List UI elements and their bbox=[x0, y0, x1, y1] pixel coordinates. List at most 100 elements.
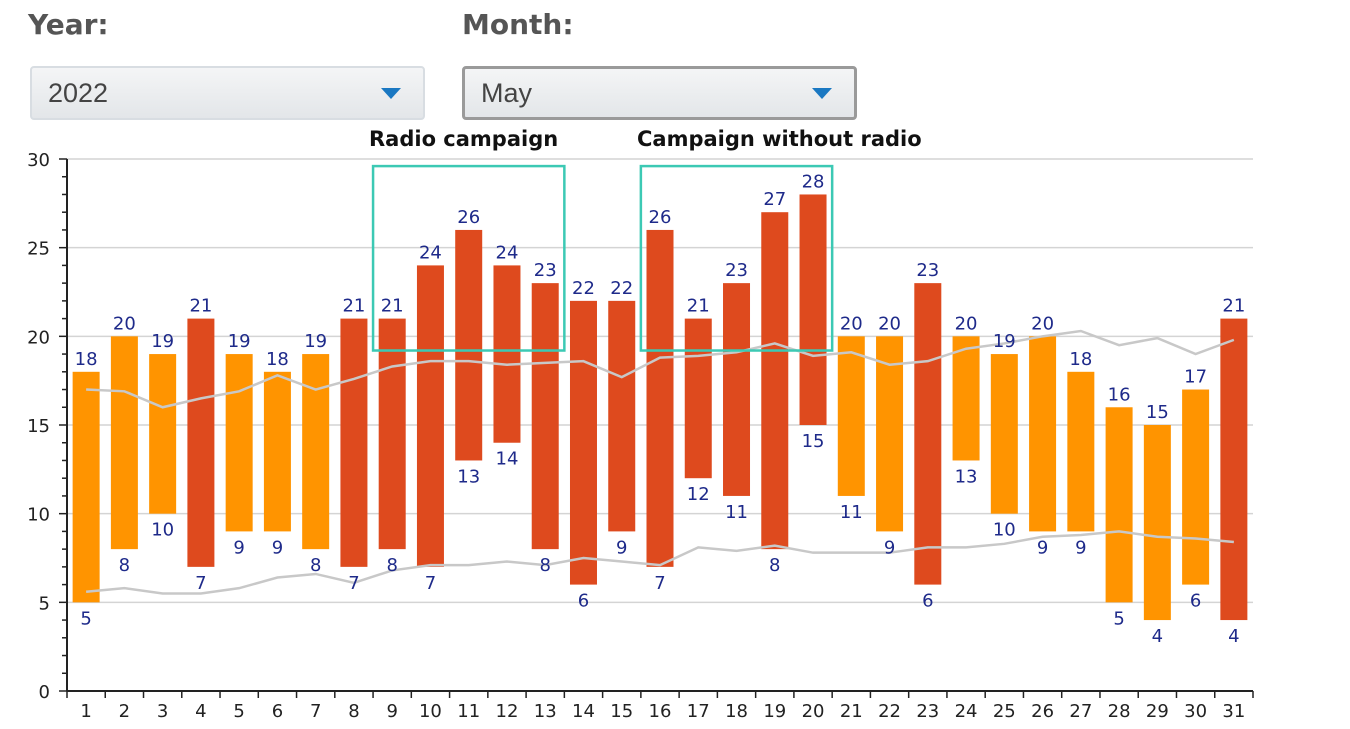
x-tick-label: 17 bbox=[687, 701, 710, 722]
data-label-high: 20 bbox=[955, 313, 978, 334]
month-dropdown[interactable]: May bbox=[462, 66, 857, 120]
bar bbox=[110, 336, 138, 550]
x-tick-label: 25 bbox=[993, 701, 1016, 722]
x-tick-label: 1 bbox=[80, 701, 91, 722]
bar bbox=[187, 318, 215, 567]
data-label-low: 8 bbox=[386, 555, 397, 576]
x-tick-label: 28 bbox=[1108, 701, 1131, 722]
bar bbox=[723, 283, 751, 496]
bar bbox=[531, 283, 559, 550]
data-label-high: 19 bbox=[228, 331, 251, 352]
y-tick-label: 0 bbox=[39, 682, 50, 703]
bar bbox=[914, 283, 942, 585]
chevron-down-icon bbox=[812, 87, 832, 99]
bar bbox=[1220, 318, 1248, 621]
bar bbox=[952, 336, 980, 461]
data-label-high: 24 bbox=[419, 242, 442, 263]
bar bbox=[608, 300, 636, 532]
x-tick-label: 16 bbox=[649, 701, 672, 722]
data-label-high: 20 bbox=[878, 313, 901, 334]
y-tick-label: 25 bbox=[27, 239, 50, 260]
data-label-low: 7 bbox=[654, 573, 665, 594]
x-tick-label: 18 bbox=[725, 701, 748, 722]
x-tick-label: 15 bbox=[610, 701, 633, 722]
data-label-low: 11 bbox=[725, 502, 748, 523]
data-label-low: 9 bbox=[616, 537, 627, 558]
y-tick-label: 10 bbox=[27, 505, 50, 526]
data-label-high: 15 bbox=[1146, 402, 1169, 423]
bar bbox=[455, 229, 483, 461]
data-label-high: 21 bbox=[381, 296, 404, 317]
data-label-high: 28 bbox=[802, 171, 825, 192]
bar bbox=[340, 318, 368, 567]
month-dropdown-value: May bbox=[481, 77, 533, 108]
bar bbox=[302, 354, 330, 550]
data-label-high: 17 bbox=[1184, 367, 1207, 388]
bar bbox=[72, 371, 100, 603]
data-label-low: 5 bbox=[1113, 608, 1124, 629]
data-label-high: 22 bbox=[572, 278, 595, 299]
x-tick-label: 29 bbox=[1146, 701, 1169, 722]
data-label-high: 23 bbox=[916, 260, 939, 281]
bar bbox=[149, 354, 177, 514]
x-tick-label: 3 bbox=[157, 701, 168, 722]
x-tick-label: 4 bbox=[195, 701, 206, 722]
x-tick-label: 22 bbox=[878, 701, 901, 722]
bar bbox=[378, 318, 406, 550]
data-label-low: 4 bbox=[1152, 626, 1163, 647]
data-label-low: 12 bbox=[687, 484, 710, 505]
bar bbox=[684, 318, 712, 479]
data-label-high: 21 bbox=[342, 296, 365, 317]
data-label-high: 18 bbox=[1069, 349, 1092, 370]
data-label-low: 7 bbox=[425, 573, 436, 594]
data-label-low: 14 bbox=[496, 449, 519, 470]
y-tick-label: 15 bbox=[27, 416, 50, 437]
bar bbox=[799, 194, 827, 425]
data-label-low: 8 bbox=[769, 555, 780, 576]
bar bbox=[876, 336, 904, 532]
x-tick-label: 14 bbox=[572, 701, 595, 722]
bar bbox=[493, 265, 521, 443]
data-label-high: 22 bbox=[610, 278, 633, 299]
y-tick-label: 5 bbox=[39, 593, 50, 614]
data-label-low: 11 bbox=[840, 502, 863, 523]
y-tick-label: 20 bbox=[27, 327, 50, 348]
data-label-low: 9 bbox=[272, 537, 283, 558]
data-label-low: 5 bbox=[80, 608, 91, 629]
data-label-high: 26 bbox=[457, 207, 480, 228]
data-label-low: 9 bbox=[884, 537, 895, 558]
x-tick-label: 30 bbox=[1184, 701, 1207, 722]
x-tick-label: 31 bbox=[1222, 701, 1245, 722]
bar bbox=[990, 354, 1018, 514]
data-label-low: 8 bbox=[310, 555, 321, 576]
data-label-high: 24 bbox=[496, 242, 519, 263]
highlight-box bbox=[371, 164, 566, 352]
data-label-high: 18 bbox=[266, 349, 289, 370]
x-tick-label: 6 bbox=[272, 701, 283, 722]
data-label-low: 6 bbox=[1190, 591, 1201, 612]
data-label-high: 19 bbox=[993, 331, 1016, 352]
bar bbox=[1029, 336, 1057, 532]
reference-line bbox=[86, 329, 1235, 409]
x-tick-label: 9 bbox=[386, 701, 397, 722]
data-label-high: 19 bbox=[304, 331, 327, 352]
data-label-high: 19 bbox=[151, 331, 174, 352]
bar bbox=[1143, 425, 1171, 621]
x-tick-label: 11 bbox=[457, 701, 480, 722]
bar bbox=[646, 229, 674, 567]
data-label-high: 20 bbox=[1031, 313, 1054, 334]
x-tick-label: 13 bbox=[534, 701, 557, 722]
year-dropdown[interactable]: 2022 bbox=[30, 66, 425, 120]
bar bbox=[1067, 371, 1095, 532]
data-label-high: 18 bbox=[75, 349, 98, 370]
y-tick-label: 30 bbox=[27, 150, 50, 171]
data-label-high: 21 bbox=[189, 296, 212, 317]
data-label-high: 16 bbox=[1108, 384, 1131, 405]
annotation-campaign-without-radio: Campaign without radio bbox=[637, 127, 922, 151]
bar bbox=[263, 371, 291, 532]
x-tick-label: 20 bbox=[802, 701, 825, 722]
data-label-high: 23 bbox=[725, 260, 748, 281]
x-tick-label: 27 bbox=[1069, 701, 1092, 722]
data-label-low: 6 bbox=[578, 591, 589, 612]
